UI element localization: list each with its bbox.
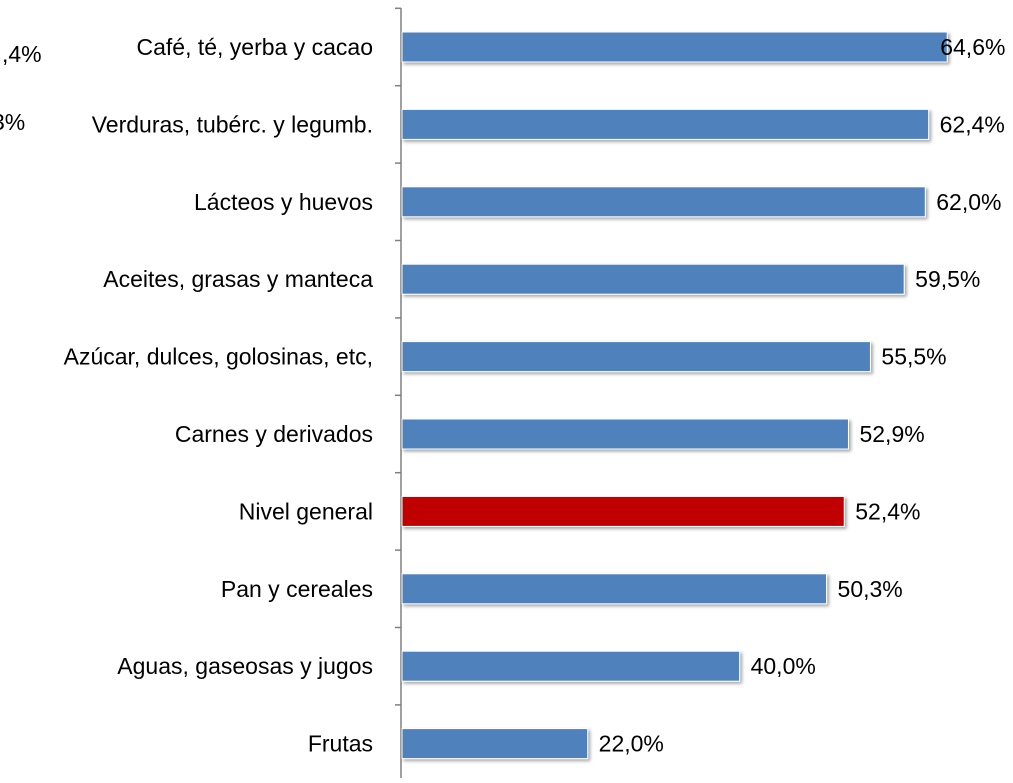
data-label: 52,4% [855,498,920,524]
category-label: Aguas, gaseosas y jugos [117,653,373,679]
data-label: 40,0% [751,653,816,679]
bar-verduras-tubérc-y-legumb [401,108,930,140]
category-label: Azúcar, dulces, golosinas, etc, [64,344,373,370]
bar-pan-y-cereales [401,573,828,605]
data-label: 62,4% [940,111,1005,137]
bar-lácteos-y-huevos [401,186,926,218]
category-label: Nivel general [239,498,373,524]
data-label: 62,0% [936,189,1001,215]
data-label: 50,3% [838,576,903,602]
category-label: Aceites, grasas y manteca [103,266,373,292]
category-label: Lácteos y huevos [194,189,373,215]
category-label: Frutas [308,731,373,757]
bars-layer [401,31,948,760]
data-label: 52,9% [859,421,924,447]
category-label: Pan y cereales [221,576,373,602]
data-label: 55,5% [881,344,946,370]
category-label: Café, té, yerba y cacao [136,34,373,60]
data-label: 59,5% [915,266,980,292]
labels-layer: Café, té, yerba y cacao 64,6% Verduras, tu… [0,34,1005,757]
bar-nivel-general [401,495,845,527]
bar-aceites-grasas-y-manteca [401,263,905,295]
axis-layer [395,7,402,778]
clipped-data-label: 3% [0,109,25,135]
category-label: Verduras, tubérc. y legumb. [92,111,373,137]
bar-carnes-y-derivados [401,418,849,450]
data-label: 22,0% [599,731,664,757]
bar-azúcar-dulces-golosinas-etc [401,341,871,373]
category-label: Carnes y derivados [175,421,373,447]
clipped-data-label: ,4% [2,41,42,67]
bar-café-té-yerba-y-cacao [401,31,948,63]
bar-aguas-gaseosas-y-jugos [401,650,741,682]
data-label: 64,6% [940,34,1005,60]
bar-frutas [401,728,589,760]
